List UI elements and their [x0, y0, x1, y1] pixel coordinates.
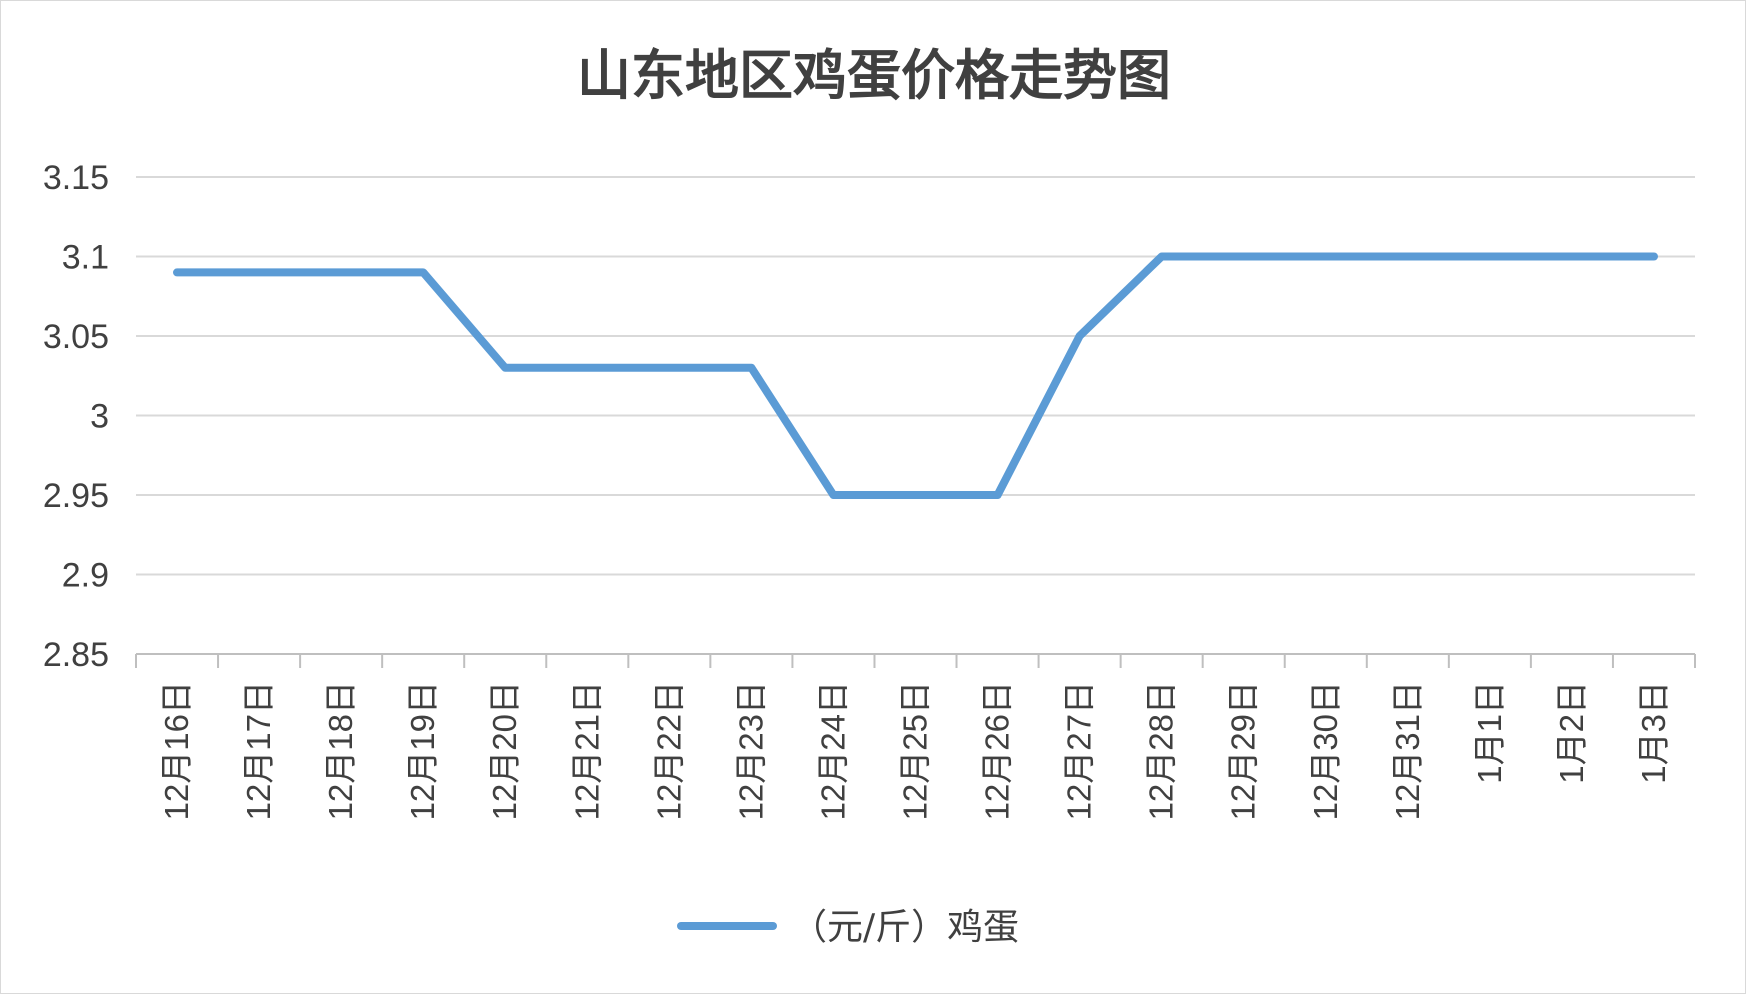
y-tick-label: 2.9	[62, 557, 109, 595]
x-tick-label: 12月28日	[1143, 681, 1180, 820]
x-tick-label: 12月29日	[1225, 681, 1262, 820]
x-tick-label: 12月16日	[158, 681, 195, 820]
series-line	[173, 252, 1658, 499]
x-tick-label: 12月31日	[1389, 681, 1426, 820]
legend-label: （元/斤）鸡蛋	[791, 907, 1019, 948]
x-tick-label: 1月1日	[1471, 681, 1508, 784]
legend: （元/斤）鸡蛋	[677, 907, 1019, 948]
x-tick-label: 12月26日	[979, 681, 1016, 820]
x-tick-label: 12月25日	[897, 681, 934, 820]
y-tick-label: 3.05	[43, 318, 109, 356]
x-tick-label: 1月3日	[1635, 681, 1672, 784]
y-tick-label: 2.85	[43, 636, 109, 674]
x-tick-label: 12月19日	[404, 681, 441, 820]
x-tick-label: 12月27日	[1061, 681, 1098, 820]
y-axis: 3.15 3.1 3.05 3 2.95 2.9 2.85	[43, 159, 109, 674]
y-tick-label: 3.1	[62, 239, 109, 277]
chart-title: 山东地区鸡蛋价格走势图	[577, 43, 1171, 107]
x-tick-label: 12月17日	[240, 681, 277, 820]
x-tick-label: 12月21日	[568, 681, 605, 820]
y-tick-label: 3	[90, 398, 109, 436]
y-tick-label: 3.15	[43, 159, 109, 197]
x-tick-label: 12月24日	[814, 681, 851, 820]
grid-lines	[136, 176, 1695, 576]
x-tick-label: 12月30日	[1307, 681, 1344, 820]
y-tick-label: 2.95	[43, 477, 109, 515]
x-tick-label: 12月20日	[486, 681, 523, 820]
x-tick-label: 12月22日	[650, 681, 687, 820]
x-tick-label: 1月2日	[1553, 681, 1590, 784]
x-tick-label: 12月18日	[322, 681, 359, 820]
x-tick-label: 12月23日	[732, 681, 769, 820]
x-axis: 12月16日 12月17日 12月18日 12月19日 12月20日 12月21日 12月2…	[135, 653, 1696, 820]
series-layer	[173, 252, 1658, 499]
